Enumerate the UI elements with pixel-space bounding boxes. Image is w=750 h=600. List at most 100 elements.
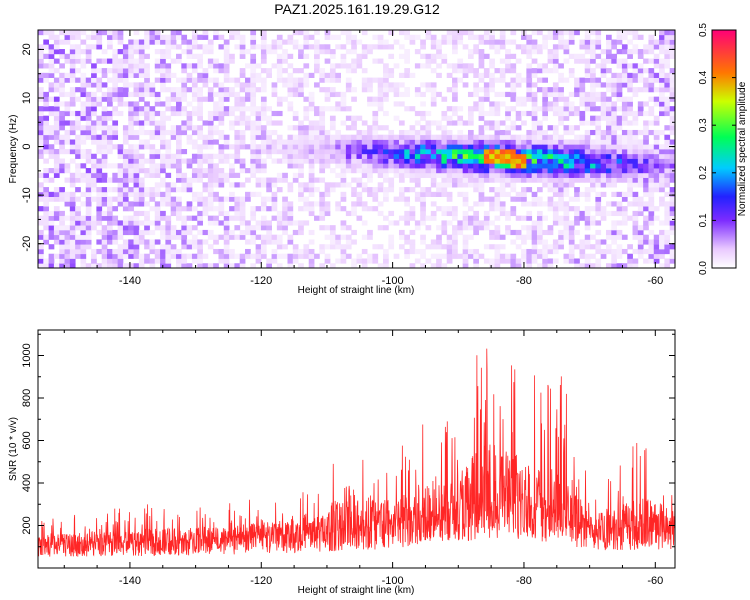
heatmap-cell <box>260 168 267 174</box>
heatmap-cell <box>632 115 639 121</box>
heatmap-cell <box>584 225 591 231</box>
heatmap-cell <box>91 34 97 40</box>
heatmap-cell <box>659 263 665 268</box>
heatmap-cell <box>430 120 437 126</box>
heatmap-cell <box>398 187 405 193</box>
heatmap-cell <box>584 30 591 36</box>
heatmap-cell <box>632 63 639 69</box>
heatmap-cell <box>637 68 644 74</box>
heatmap-cell <box>223 234 230 240</box>
heatmap-cell <box>659 187 665 193</box>
heatmap-cell <box>536 77 543 83</box>
heatmap-cell <box>138 91 145 98</box>
heatmap-cell <box>181 182 188 188</box>
heatmap-cell <box>648 87 655 93</box>
heatmap-cell <box>122 63 129 69</box>
heatmap-cell <box>207 215 214 221</box>
heatmap-cell <box>213 68 219 74</box>
heatmap-cell <box>383 172 389 178</box>
heatmap-cell <box>38 253 44 259</box>
heatmap-cell <box>584 191 591 197</box>
heatmap-cell <box>91 101 97 107</box>
heatmap-cell <box>515 77 522 83</box>
colorbar-label: Normalized spectral amplitude <box>737 81 748 216</box>
heatmap-cell <box>505 191 511 197</box>
heatmap-cell <box>542 134 548 140</box>
heatmap-cell <box>59 144 65 150</box>
heatmap-cell <box>467 49 474 55</box>
heatmap-cell <box>117 163 124 169</box>
heatmap-cell <box>176 234 182 240</box>
heatmap-cell <box>605 210 612 217</box>
heatmap-cell <box>632 120 639 126</box>
heatmap-cell <box>648 34 655 40</box>
heatmap-cell <box>510 239 517 245</box>
heatmap-cell <box>643 177 649 183</box>
heatmap-cell <box>324 49 331 55</box>
heatmap-cell <box>515 139 522 145</box>
heatmap-cell <box>229 234 235 240</box>
heatmap-cell <box>473 248 479 255</box>
heatmap-cell <box>101 229 108 236</box>
heatmap-cell <box>91 44 97 50</box>
heatmap-cell <box>351 210 357 217</box>
heatmap-cell <box>85 149 92 155</box>
heatmap-cell <box>510 229 517 236</box>
heatmap-cell <box>138 253 145 259</box>
heatmap-cell <box>584 210 591 217</box>
heatmap-cell <box>80 229 87 236</box>
heatmap-cell <box>181 129 188 136</box>
heatmap-cell <box>133 172 140 178</box>
heatmap-cell <box>377 168 384 174</box>
heatmap-cell <box>648 39 655 45</box>
heatmap-cell <box>112 106 119 112</box>
heatmap-cell <box>239 53 246 59</box>
heatmap-cell <box>229 248 235 255</box>
heatmap-cell <box>213 196 219 202</box>
heatmap-cell <box>542 144 548 150</box>
heatmap-cell <box>271 215 278 221</box>
heatmap-cell <box>260 163 267 169</box>
heatmap-cell <box>436 258 442 264</box>
heatmap-cell <box>669 30 675 36</box>
heatmap-cell <box>303 158 310 164</box>
heatmap-cell <box>117 101 124 107</box>
heatmap-cell <box>133 91 140 98</box>
heatmap-cell <box>467 129 474 136</box>
heatmap-cell <box>197 253 203 259</box>
heatmap-cell <box>521 168 527 174</box>
heatmap-cell <box>425 53 432 59</box>
heatmap-cell <box>160 144 166 150</box>
heatmap-cell <box>664 234 671 240</box>
heatmap-cell <box>43 206 50 212</box>
heatmap-cell <box>165 101 172 107</box>
heatmap-cell <box>160 177 166 183</box>
heatmap-cell <box>441 172 448 178</box>
heatmap-cell <box>239 110 246 117</box>
heatmap-cell <box>600 206 607 212</box>
heatmap-cell <box>436 234 442 240</box>
heatmap-cell <box>643 44 649 50</box>
heatmap-cell <box>91 63 97 69</box>
heatmap-cell <box>595 210 602 217</box>
spectrogram-frame <box>37 29 676 269</box>
heatmap-cell <box>367 172 373 178</box>
heatmap-cell <box>446 87 453 93</box>
heatmap-cell <box>202 82 209 88</box>
heatmap-cell <box>420 149 426 155</box>
heatmap-cell <box>574 82 580 88</box>
heatmap-cell <box>314 144 320 150</box>
heatmap-cell <box>122 263 129 268</box>
heatmap-cell <box>213 63 219 69</box>
heatmap-cell <box>165 53 172 59</box>
heatmap-cell <box>48 196 55 202</box>
heatmap-cell <box>510 253 517 259</box>
heatmap-cell <box>558 206 564 212</box>
heatmap-cell <box>303 187 310 193</box>
heatmap-cell <box>91 248 97 255</box>
heatmap-cell <box>340 53 347 59</box>
heatmap-cell <box>107 258 113 264</box>
heatmap-cell <box>53 120 60 126</box>
heatmap-cell <box>595 63 602 69</box>
